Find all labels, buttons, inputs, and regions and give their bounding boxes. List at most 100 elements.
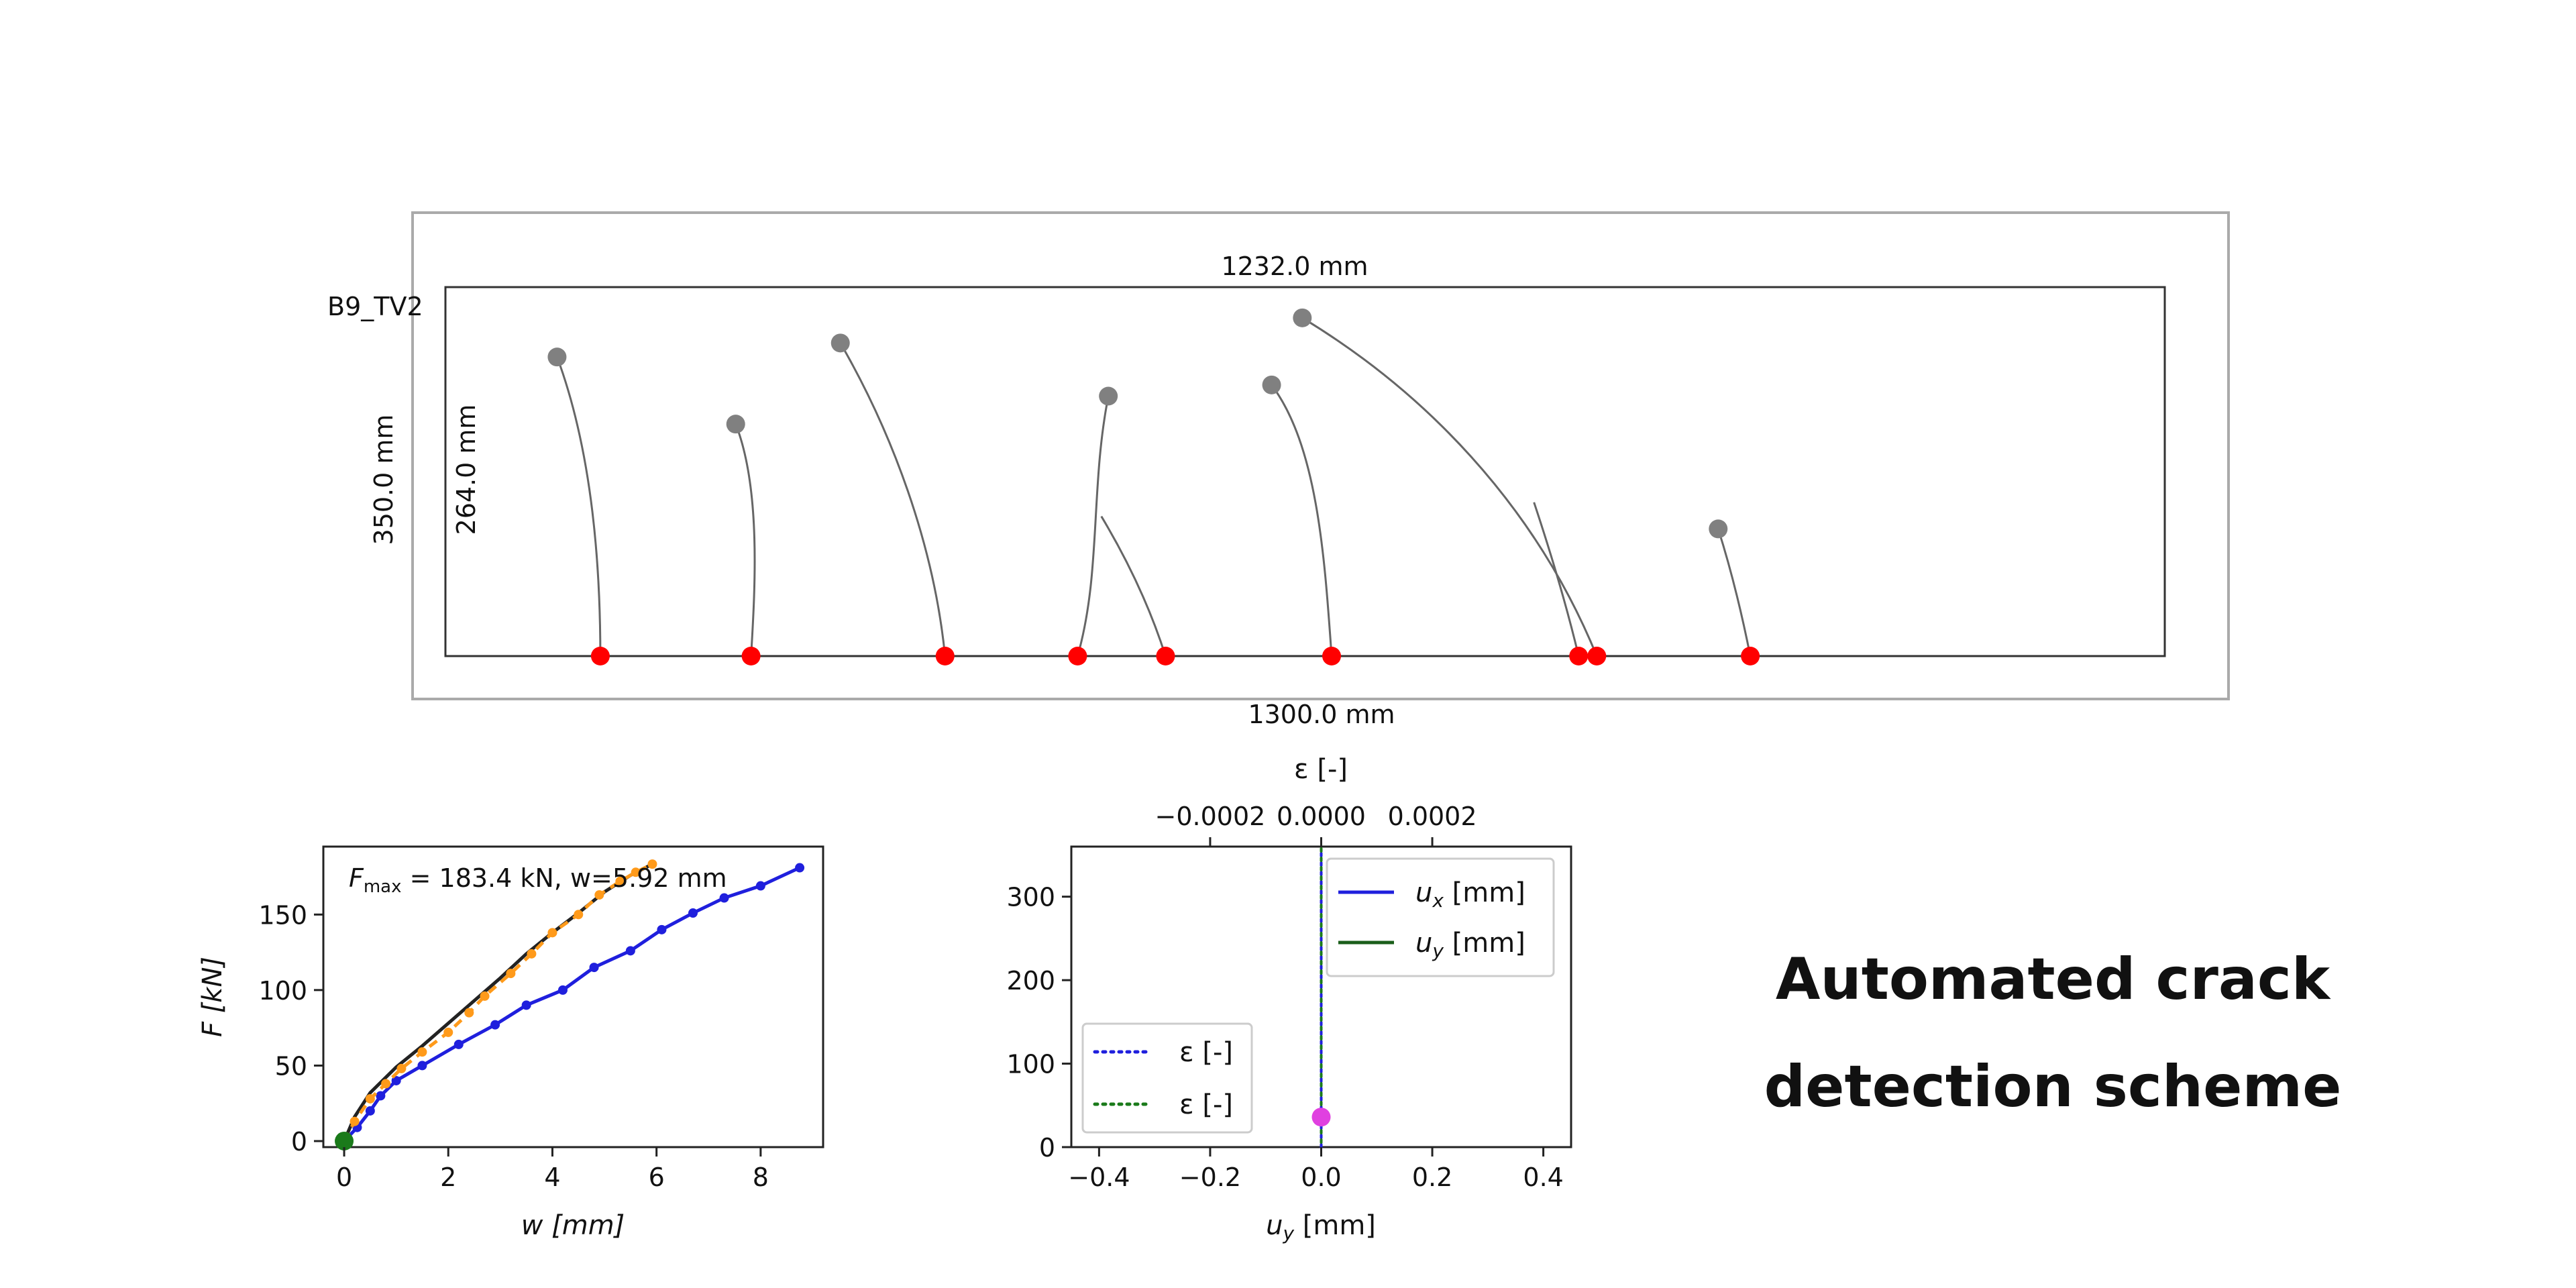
fd-point [615,876,625,886]
fd-annotation: Fmax = 183.4 kN, w=5.92 mm [349,863,727,897]
ds-current-point [1311,1108,1331,1127]
crack-path-7 [1301,317,1598,657]
specimen-outer-frame [411,211,2230,700]
crack-path-1 [556,356,602,657]
ds-ytick-label: 0 [1039,1133,1055,1163]
ds-xtick-label: 0.4 [1523,1163,1563,1192]
fd-point [376,1091,386,1101]
fd-point [417,1061,427,1071]
ds-ytick-label: 300 [1006,883,1055,912]
fd-point [589,963,599,973]
crack-tip-marker [1099,386,1118,406]
ds-legend-ux-label: ux [mm] [1415,877,1525,912]
ds-legend-eps1-label: ε [-] [1179,1037,1233,1068]
crack-tip-marker [830,333,850,353]
fd-ytick-label: 0 [291,1127,307,1157]
crack-base-marker [1068,647,1087,665]
ds-top-xtick-label: 0.0000 [1277,802,1366,831]
ds-legend-ll-box [1081,1022,1253,1134]
fd-point [795,863,805,873]
fd-point [557,985,568,995]
fd-xlabel: w [mm] [521,1210,625,1241]
crack-base-marker [935,647,955,665]
fd-point [480,991,490,1001]
fd-ticks: 0 2 4 6 8 0 50 100 150 [258,900,769,1192]
inner-width-label: 1232.0 mm [1221,252,1368,281]
fd-point [453,1039,464,1049]
ds-legend-uy-unit: [mm] [1444,928,1525,959]
fd-point [647,859,657,869]
crack-base-marker [590,647,610,665]
force-deflection-chart: 0 2 4 6 8 0 50 100 150 Fmax = 183.4 kN, w=5.92 m… [197,845,824,1241]
fd-point [625,946,635,956]
ds-legend-eps2-label: ε [-] [1179,1089,1233,1120]
crack-base-marker [1569,647,1589,665]
fd-point [417,1047,427,1057]
crack-paths [556,317,1752,657]
ds-legend-lower-left: ε [-] ε [-] [1081,1022,1253,1134]
crack-tip-marker [1293,308,1312,327]
crack-tip-marker [1262,375,1281,394]
ds-legend-uy-sub: y [1432,940,1444,962]
ds-xlabel-unit: [mm] [1294,1210,1376,1241]
ds-top-xtick-label: 0.0002 [1388,802,1477,831]
fd-point [365,1106,375,1116]
crack-path-9 [1717,528,1752,657]
ds-xlabel: uy [mm] [1266,1210,1376,1244]
fd-point [396,1063,407,1073]
crack-path-8 [1533,502,1580,657]
ds-xtick-label: −0.4 [1068,1163,1130,1192]
ds-top-xtick-label: −0.0002 [1155,802,1266,831]
fd-point [365,1093,375,1104]
fd-annotation-symbol: F [349,863,364,893]
fd-annotation-subscript: max [364,877,402,897]
fd-point [755,881,765,891]
fd-xtick-label: 8 [753,1163,769,1192]
crack-base-marker [1156,647,1175,665]
crack-tip-marker [1709,519,1728,539]
fd-point [594,890,604,900]
fd-point [350,1116,360,1126]
specimen-diagram: B9_TV2 1232.0 mm 1300.0 mm 350.0 mm 264.… [327,211,2230,729]
fd-point [657,924,667,934]
crack-markers [547,308,1760,665]
ds-legend-ux-sym: u [1415,877,1432,908]
specimen-beam-outline [444,286,2166,657]
fd-ytick-label: 100 [258,976,307,1006]
ds-legend-upper-right: ux [mm] uy [mm] [1326,857,1555,977]
fd-xtick-label: 4 [544,1163,560,1192]
fd-xtick-label: 0 [336,1163,352,1192]
ds-legend-uy-label: uy [mm] [1415,928,1525,962]
ds-xlabel-subscript: y [1282,1222,1294,1244]
ds-ytick-label: 100 [1006,1050,1055,1079]
fd-point [443,1027,453,1037]
fd-xtick-label: 6 [649,1163,665,1192]
fd-point [464,1008,474,1018]
fd-point [719,893,729,903]
fd-plot-frame [322,845,824,1148]
fd-ylabel: F [kN] [197,957,228,1037]
fd-ytick-label: 150 [258,900,307,930]
ds-ytick-label: 200 [1006,966,1055,996]
ds-legend-ux-sub: x [1432,890,1444,912]
crack-path-6 [1271,384,1333,657]
ds-legend-ur-box [1326,857,1555,977]
fd-annotation-text: = 183.4 kN, w=5.92 mm [402,863,727,893]
outer-height-label: 350.0 mm [369,415,398,545]
fd-point [547,928,557,938]
crack-path-4 [1076,396,1110,657]
displacement-strain-chart: −0.4 −0.2 0.0 0.2 0.4 0 100 200 300 −0.0002 0.0000… [1006,754,1572,1244]
side-title-line-2: detection scheme [1764,1053,2342,1120]
crack-path-3 [839,342,947,657]
fd-point [335,1131,354,1150]
ds-legend-ux-unit: [mm] [1444,877,1525,908]
fd-ytick-label: 50 [275,1051,307,1081]
crack-base-marker [741,647,761,665]
crack-tip-marker [726,415,745,434]
fd-point [631,867,641,877]
crack-path-2 [735,423,756,657]
fd-point [506,969,516,979]
side-title: Automated crack detection scheme [1717,926,2388,1140]
crack-base-marker [1322,647,1342,665]
